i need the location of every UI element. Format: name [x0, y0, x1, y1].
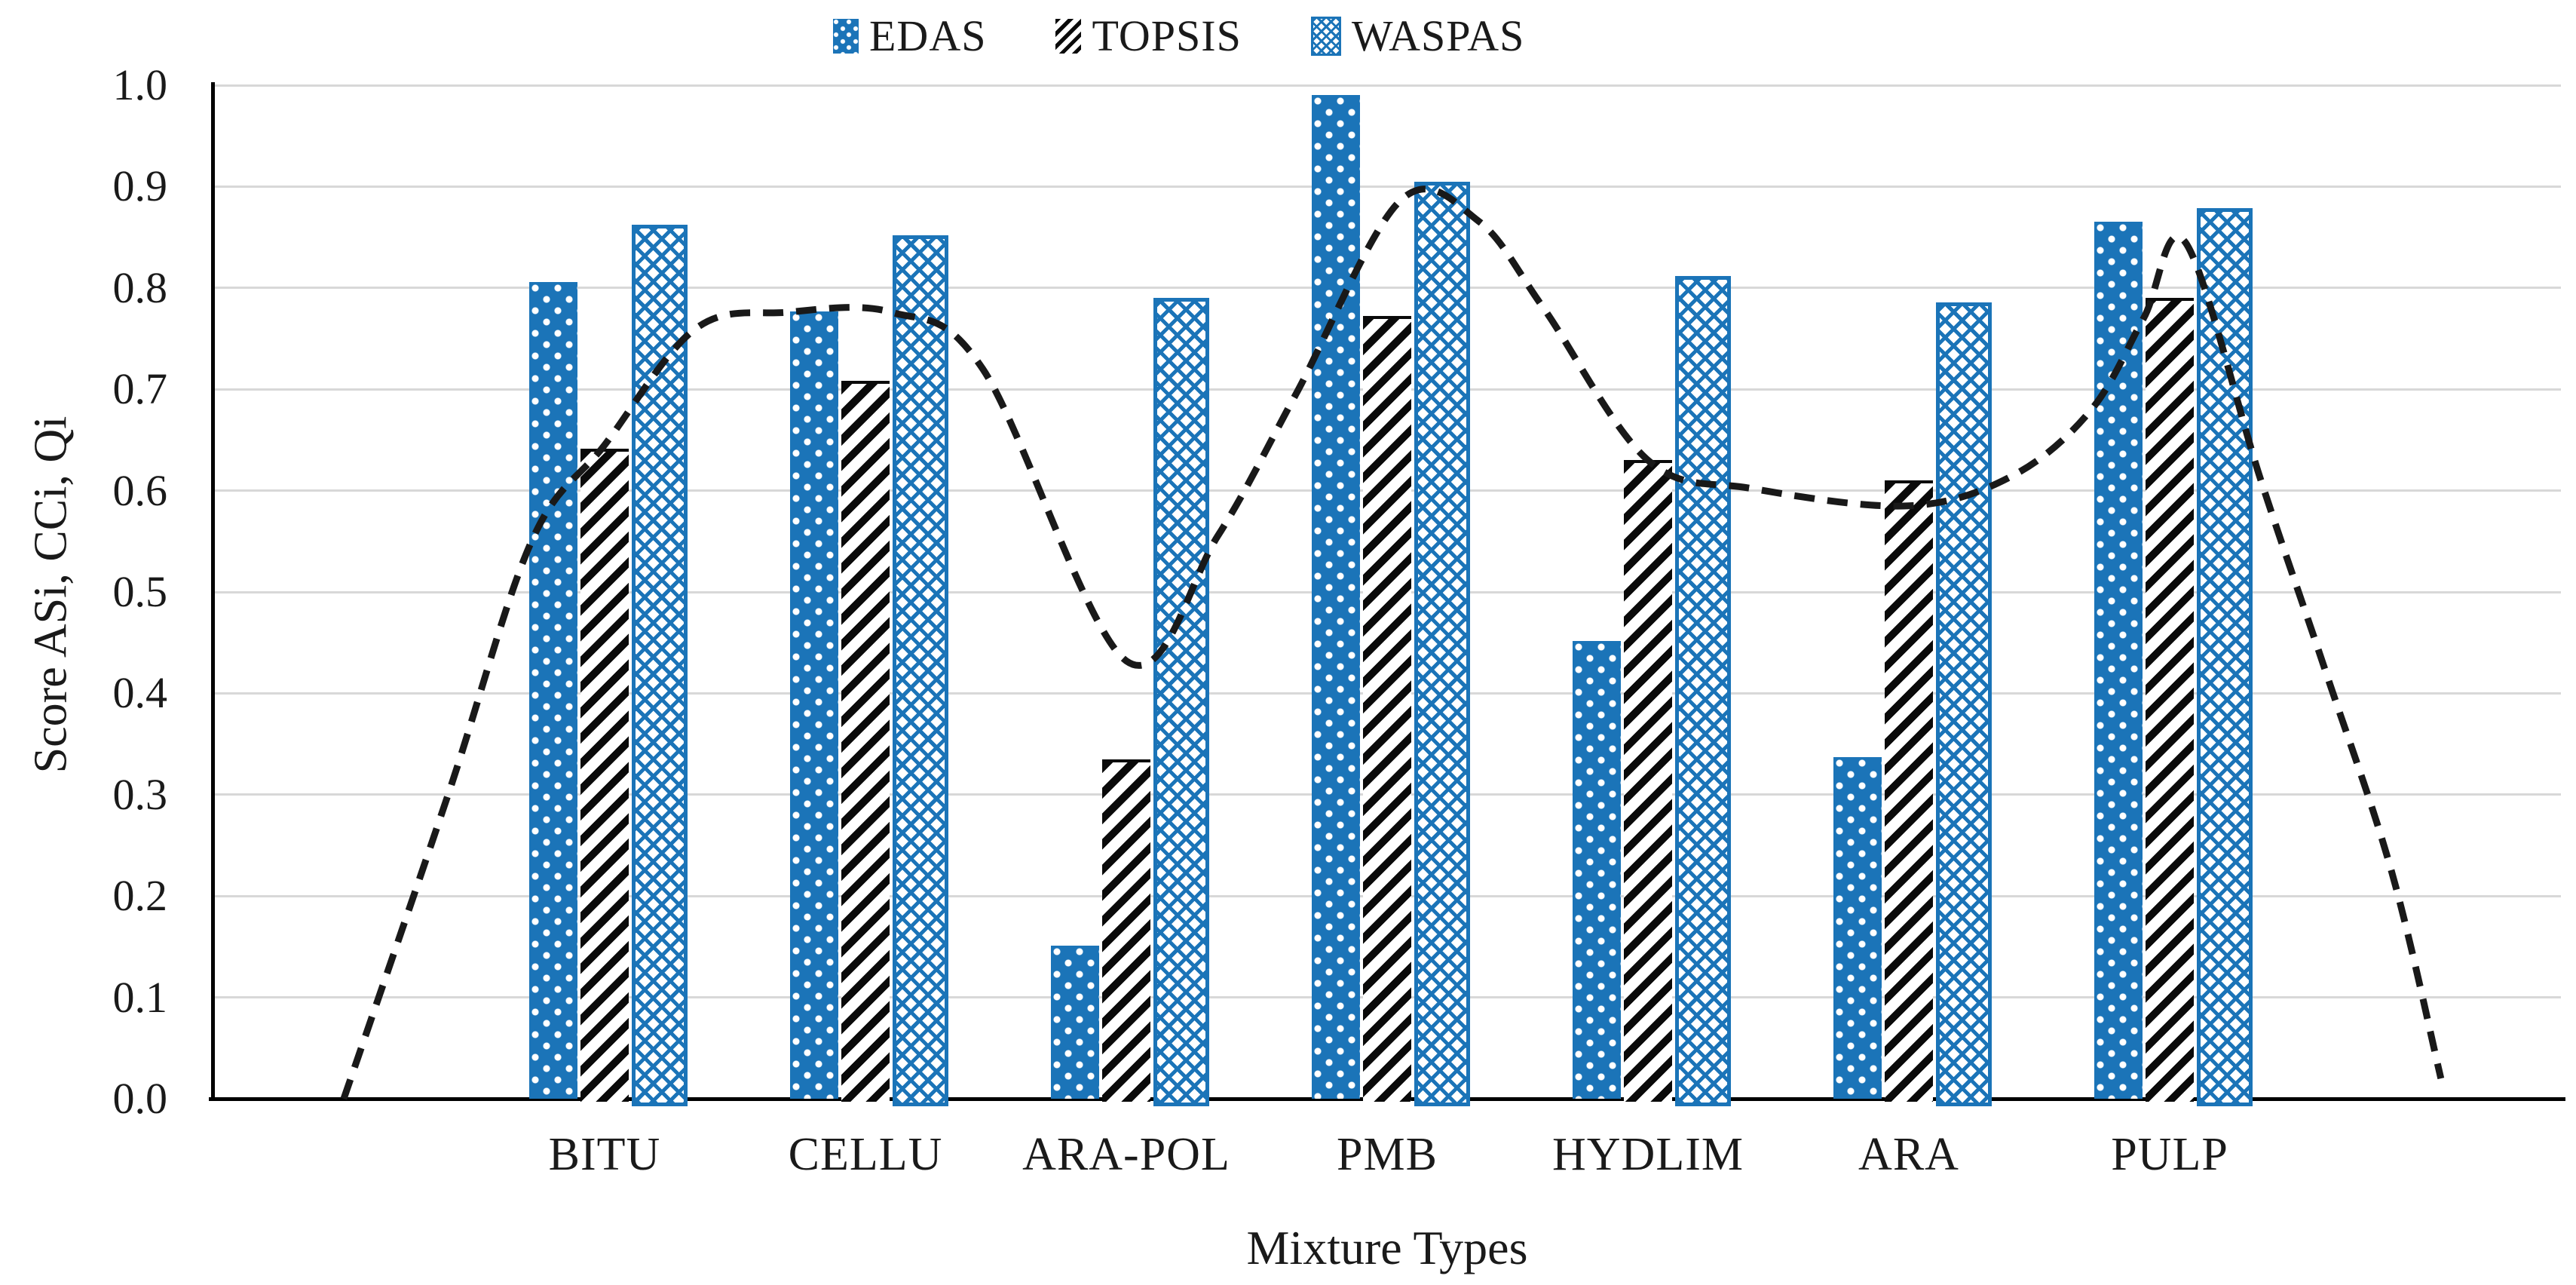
bar-topsis-pulp: [2146, 298, 2194, 1102]
x-axis-title: Mixture Types: [1246, 1221, 1528, 1274]
bar-waspas-bitu: [632, 225, 688, 1106]
legend-item-topsis: TOPSIS: [1055, 11, 1241, 61]
legend-item-edas: EDAS: [833, 11, 986, 61]
blue-crosshatch-icon: [1310, 16, 1341, 56]
y-tick-label: 0.6: [112, 465, 168, 515]
bar-waspas-pmb: [1414, 181, 1470, 1106]
bar-edas-ara: [1833, 757, 1882, 1099]
black-diagonal-hatch-icon: [1055, 18, 1082, 54]
bar-topsis-pmb: [1363, 316, 1411, 1102]
legend: EDAS TOPSIS WASPAS: [833, 11, 1524, 61]
y-tick-label: 0.7: [112, 364, 168, 414]
y-axis-title: Score ASi, CCi, Qi: [25, 416, 77, 774]
bar-waspas-ara-pol: [1153, 298, 1209, 1106]
bar-edas-pmb: [1312, 95, 1360, 1099]
bar-edas-hydlim: [1573, 640, 1621, 1099]
y-tick-label: 0.5: [112, 567, 168, 616]
y-tick-label: 0.9: [112, 161, 168, 211]
y-gridline: [213, 84, 2561, 87]
bar-waspas-ara: [1936, 302, 1992, 1106]
y-axis: [211, 82, 215, 1100]
y-tick-label: 1.0: [112, 60, 168, 109]
bar-edas-cellu: [790, 311, 838, 1099]
legend-label: WASPAS: [1351, 11, 1525, 60]
x-tick-label: BITU: [548, 1129, 661, 1180]
x-tick-label: ARA: [1858, 1129, 1959, 1180]
x-tick-label: PULP: [2111, 1129, 2228, 1180]
bar-topsis-cellu: [841, 381, 890, 1102]
bar-waspas-cellu: [893, 235, 948, 1106]
y-tick-label: 0.0: [112, 1074, 168, 1123]
y-gridline: [213, 287, 2561, 290]
bar-topsis-hydlim: [1624, 460, 1672, 1102]
x-tick-label: CELLU: [788, 1129, 943, 1180]
y-tick-label: 0.8: [112, 262, 168, 312]
legend-label: EDAS: [869, 11, 987, 60]
bar-topsis-ara: [1885, 480, 1933, 1102]
y-gridline: [213, 185, 2561, 188]
x-tick-label: HYDLIM: [1552, 1129, 1744, 1180]
bar-waspas-hydlim: [1675, 275, 1731, 1106]
bar-topsis-ara-pol: [1102, 759, 1150, 1102]
x-tick-label: PMB: [1337, 1129, 1438, 1180]
legend-item-waspas: WASPAS: [1310, 11, 1525, 61]
bar-topsis-bitu: [580, 449, 629, 1102]
x-tick-label: ARA-POL: [1022, 1129, 1230, 1180]
y-tick-label: 0.3: [112, 769, 168, 819]
blue-dotted-square-icon: [833, 18, 859, 54]
trendline-path: [340, 186, 2445, 1100]
y-tick-label: 0.4: [112, 668, 168, 718]
bar-edas-ara-pol: [1051, 946, 1099, 1099]
legend-label: TOPSIS: [1092, 11, 1242, 60]
y-tick-label: 0.2: [112, 871, 168, 921]
bar-waspas-pulp: [2197, 207, 2253, 1106]
y-tick-label: 0.1: [112, 972, 168, 1022]
bar-edas-bitu: [529, 281, 577, 1099]
